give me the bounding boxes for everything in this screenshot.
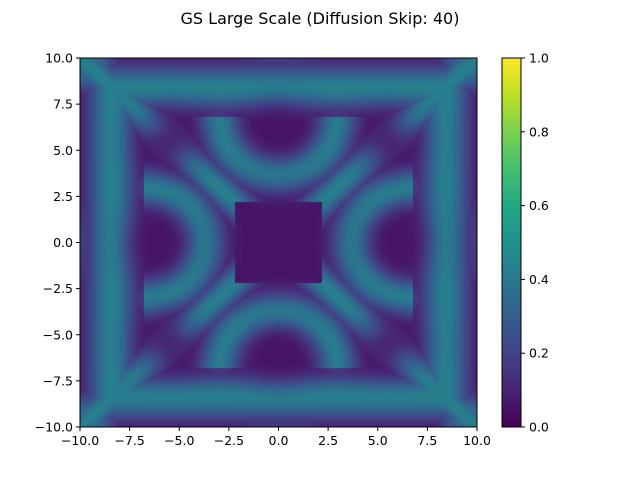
x-tick-label: 7.5 (417, 433, 437, 448)
heatmap-image (80, 58, 477, 427)
colorbar-tick-label: 0.4 (529, 272, 549, 287)
y-tick-label: 2.5 (53, 189, 73, 204)
x-tick-label: 10.0 (463, 433, 491, 448)
x-tick-label: −7.5 (114, 433, 144, 448)
y-tick-label: 10.0 (45, 51, 73, 66)
colorbar-tick-label: 0.8 (529, 124, 549, 139)
x-tick-label: 2.5 (318, 433, 338, 448)
y-tick-label: −2.5 (43, 281, 73, 296)
x-tick-label: −2.5 (214, 433, 244, 448)
colorbar-tick-label: 1.0 (529, 51, 549, 66)
chart-title: GS Large Scale (Diffusion Skip: 40) (181, 9, 460, 28)
x-tick-label: −5.0 (164, 433, 194, 448)
x-tick-label: 0.0 (269, 433, 289, 448)
colorbar-tick-label: 0.2 (529, 346, 549, 361)
plot-frame (79, 57, 478, 428)
y-tick-label: −7.5 (43, 373, 73, 388)
y-tick-label: 5.0 (53, 143, 73, 158)
y-tick-label: 7.5 (53, 97, 73, 112)
colorbar-tick-label: 0.6 (529, 198, 549, 213)
x-tick-label: 5.0 (368, 433, 388, 448)
colorbar-gradient (502, 58, 521, 427)
y-tick-label: 0.0 (53, 235, 73, 250)
colorbar-tick-label: 0.0 (529, 420, 549, 435)
x-tick-label: −10.0 (61, 433, 99, 448)
y-tick-label: −5.0 (43, 327, 73, 342)
y-tick-label: −10.0 (35, 420, 73, 435)
colorbar-frame (501, 57, 522, 428)
